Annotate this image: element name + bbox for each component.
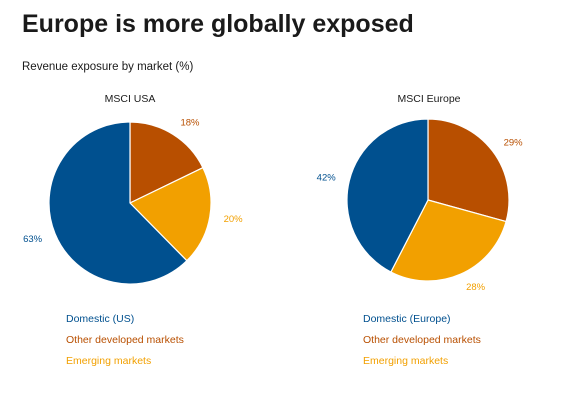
msci-europe-label-emerging-markets: 28% [466, 282, 486, 293]
msci-europe-slice-emerging-markets [390, 199, 507, 282]
chart-subtitle: Revenue exposure by market (%) [22, 61, 194, 73]
msci-europe-slice-domestic-europe [346, 118, 429, 273]
legend-msci-usa: Domestic (US) Other developed markets Em… [66, 309, 184, 372]
msci-europe-label-other-developed-markets: 29% [504, 137, 524, 148]
msci-usa-label-emerging-markets: 20% [224, 214, 244, 225]
msci-usa-label-other-developed-markets: 18% [180, 118, 200, 129]
legend-msci-europe: Domestic (Europe) Other developed market… [363, 309, 481, 372]
legend-item-other-developed: Other developed markets [66, 334, 184, 346]
legend-item-other-developed: Other developed markets [363, 334, 481, 346]
pie-title-msci-usa: MSCI USA [104, 93, 156, 105]
legend-item-emerging: Emerging markets [66, 355, 152, 367]
page-title: Europe is more globally exposed [22, 10, 414, 38]
legend-item-emerging: Emerging markets [363, 355, 449, 367]
pie-title-msci-europe: MSCI Europe [397, 93, 461, 105]
msci-usa-slice-emerging-markets [128, 166, 212, 262]
legend-item-domestic-europe: Domestic (Europe) [363, 313, 451, 325]
msci-europe-slice-other-developed-markets [427, 118, 510, 223]
legend-item-domestic-us: Domestic (US) [66, 313, 135, 325]
msci-usa-slice-other-developed-markets [129, 121, 204, 204]
msci-europe-label-domestic-europe: 42% [317, 173, 337, 184]
msci-usa-slice-domestic-us [48, 121, 188, 285]
msci-usa-label-domestic-us: 63% [23, 234, 43, 245]
